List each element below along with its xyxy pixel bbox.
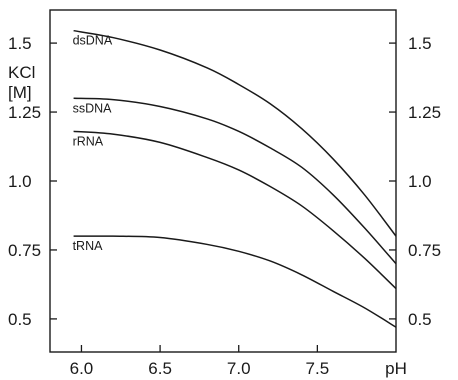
x-tick-label: 6.0 [70, 359, 94, 378]
x-axis-label: pH [385, 359, 407, 378]
series-line-ssDNA [73, 97, 397, 265]
x-tick-label: 7.5 [306, 359, 330, 378]
y-tick-label-left: 1.5 [8, 34, 32, 53]
y-tick-label-left: 1.0 [8, 172, 32, 191]
series-label-rRNA: rRNA [73, 134, 104, 148]
labels: pH KCl[M] [8, 63, 407, 378]
series: dsDNA ssDNA rRNA tRNA [73, 29, 397, 328]
y-axis-label-line1: KCl [8, 63, 35, 82]
series-label-dsDNA: dsDNA [73, 34, 113, 48]
y-tick-label-right: 1.25 [408, 103, 441, 122]
y-tick-label-right: 1.5 [408, 34, 432, 53]
x-tick-label: 7.0 [227, 359, 251, 378]
series-label-tRNA: tRNA [73, 239, 104, 253]
series-line-tRNA [73, 235, 397, 328]
plot-border [49, 9, 397, 353]
series-line-dsDNA [73, 29, 397, 237]
plot-frame [49, 9, 397, 353]
y-tick-label-left: 0.75 [8, 241, 41, 260]
y-tick-label-right: 0.5 [408, 310, 432, 329]
series-line-rRNA [73, 130, 397, 290]
series-label-ssDNA: ssDNA [73, 101, 113, 115]
y-tick-label-left: 1.25 [8, 103, 41, 122]
ticks: 0.5 0.5 0.75 0.75 1.0 1.0 1.25 1.25 1.5 1.5 6.0 6.5… [8, 34, 441, 378]
y-tick-label-right: 1.0 [408, 172, 432, 191]
y-tick-label-left: 0.5 [8, 310, 32, 329]
y-axis-label-line2: [M] [8, 83, 32, 102]
x-tick-label: 6.5 [148, 359, 172, 378]
y-tick-label-right: 0.75 [408, 241, 441, 260]
